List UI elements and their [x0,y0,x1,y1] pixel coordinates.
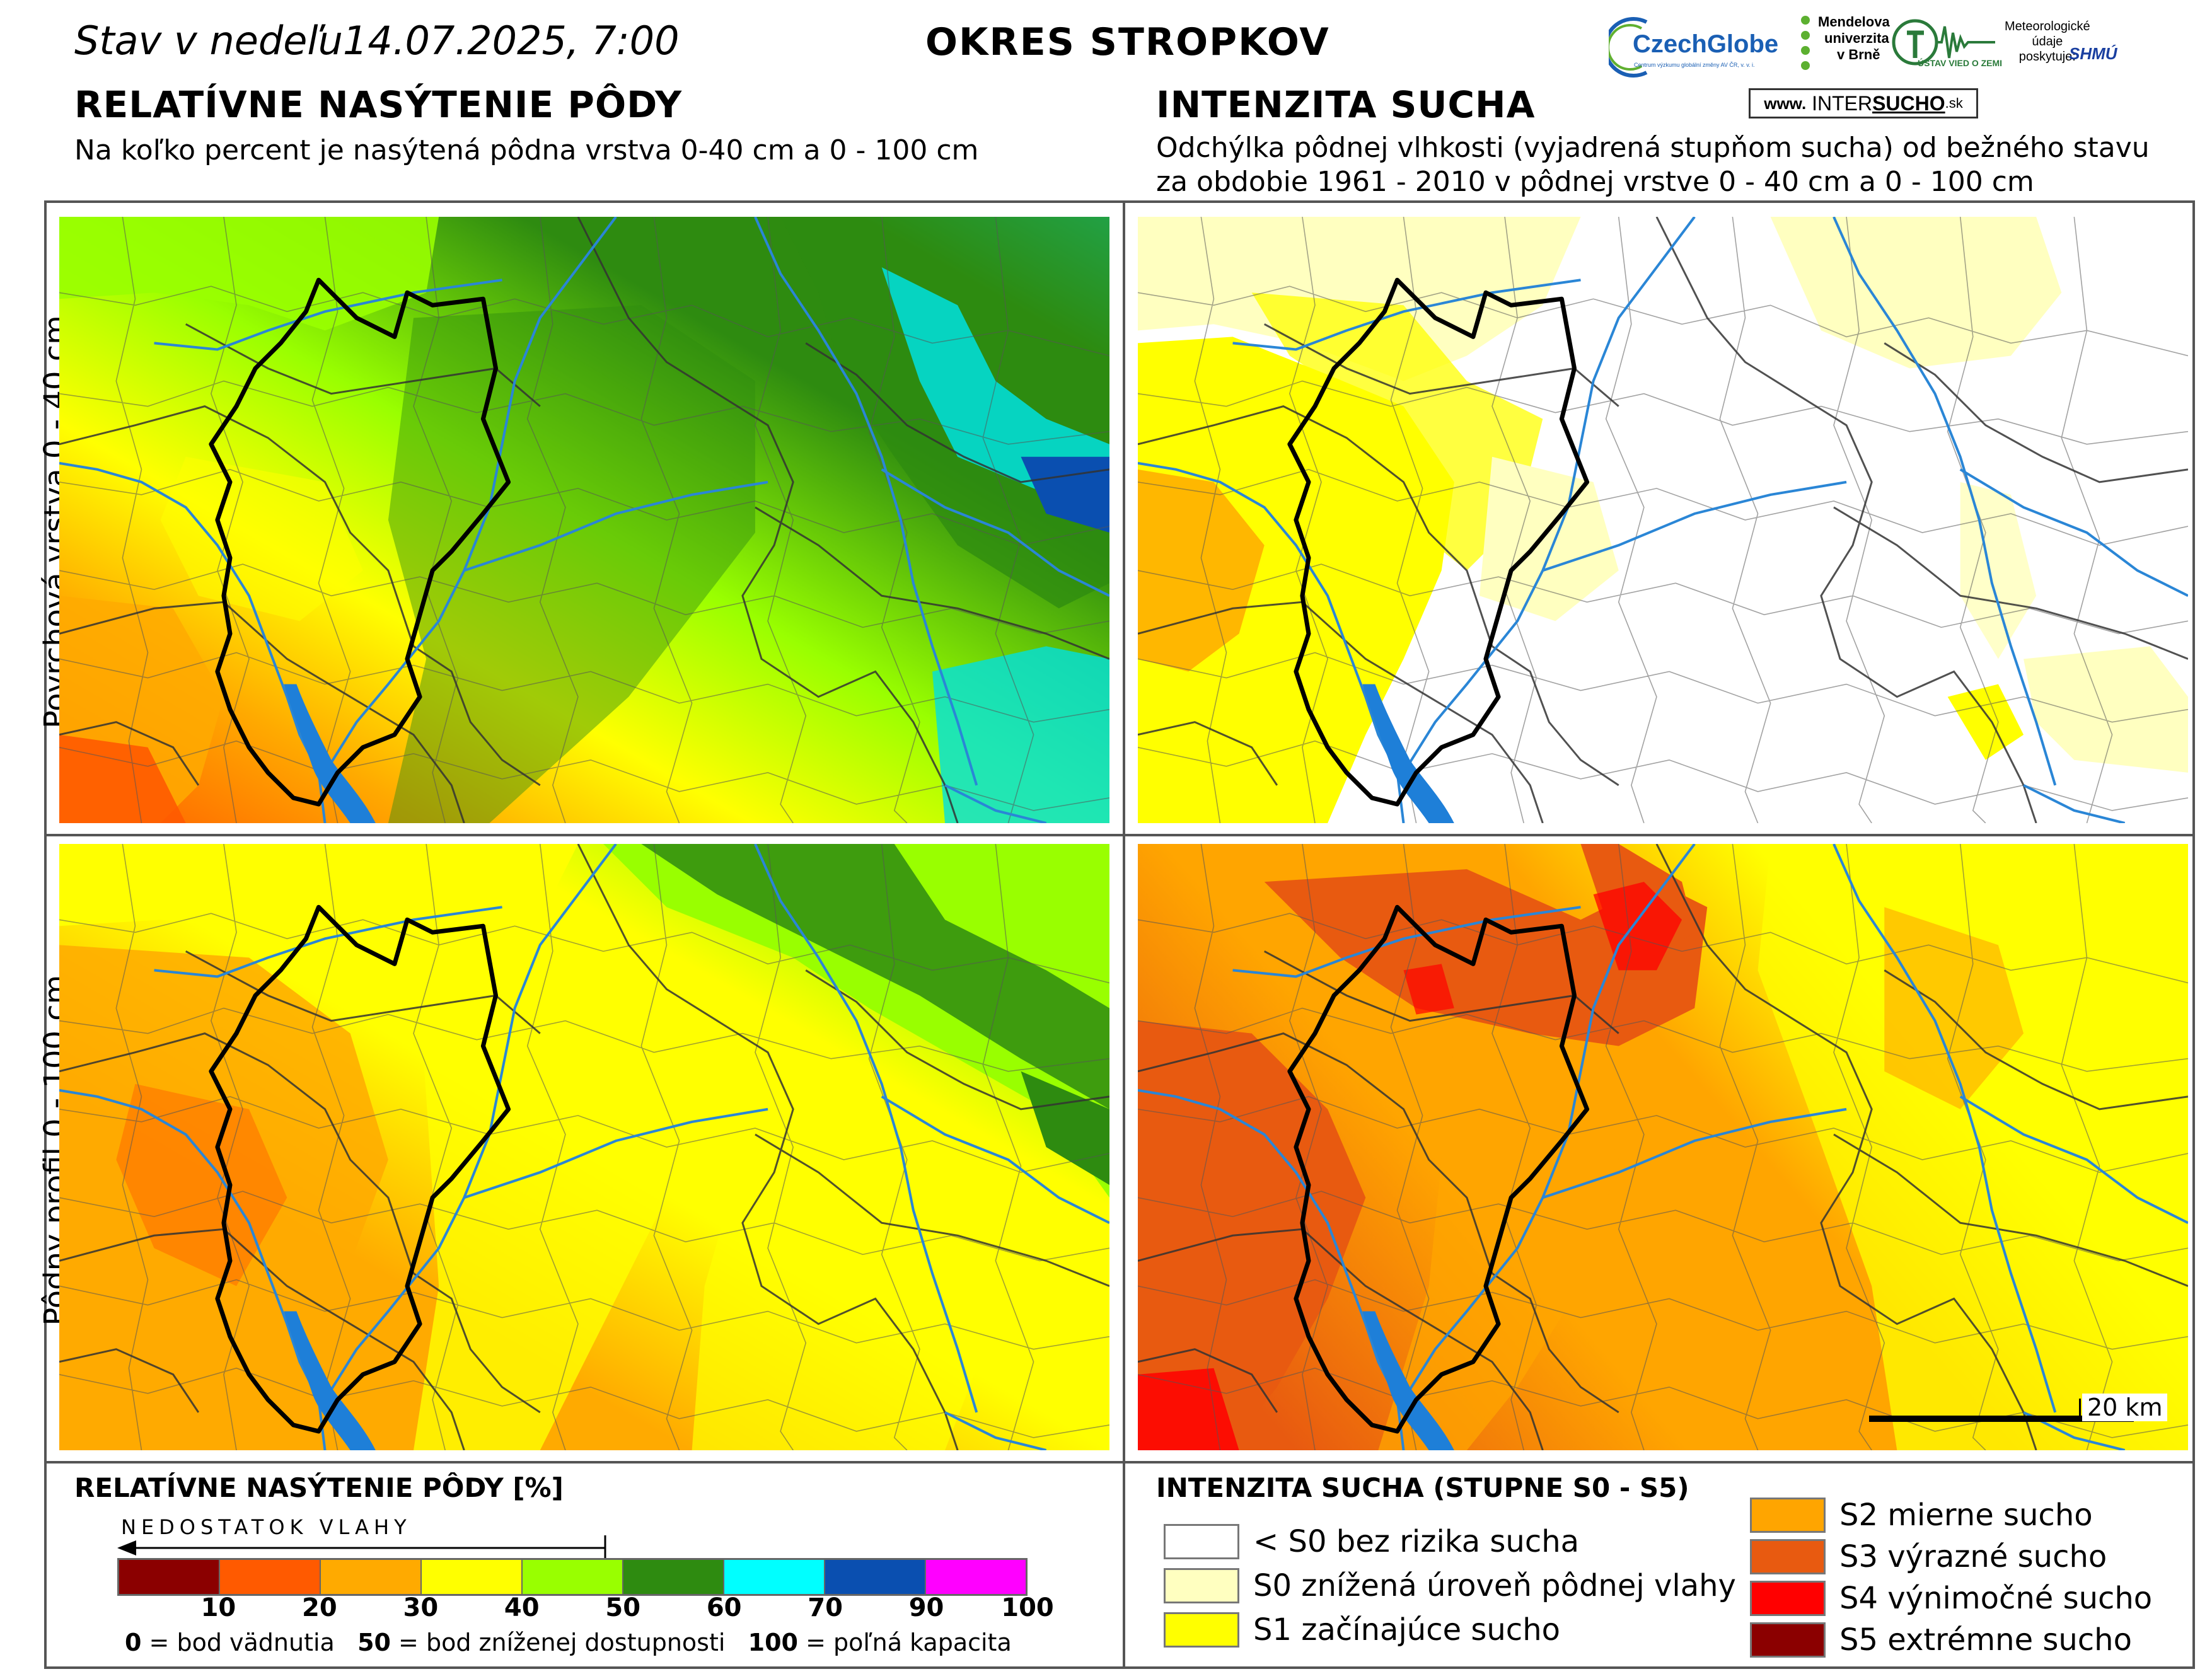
mendel-line-2: univerzita [1824,30,1889,46]
drought-section-subtitle-2: za obdobie 1961 - 2010 v pôdnej vrstve 0… [1156,166,2034,198]
intersucho-link[interactable]: www. INTER SUCHO .sk [1749,88,1978,118]
swatch-s1 [1164,1612,1239,1648]
saturation-tick-40: 40 [504,1593,540,1622]
saturation-section-subtitle: Na koľko percent je nasýtená pôdna vrstv… [74,134,979,166]
mendelu-logo: Mendelova univerzita v Brně [1798,14,1890,83]
scale-bar-label: 20 km [2082,1394,2168,1421]
legend-divider [44,1461,2195,1463]
map-saturation-profile[interactable] [59,844,1109,1450]
saturation-tick-labels: 10 20 30 40 50 60 70 90 100 [117,1593,1054,1625]
drought-class-s5: S5 extrémne sucho [1750,1622,2132,1658]
saturation-legend-title: RELATÍVNE NASÝTENIE PÔDY [%] [74,1472,564,1503]
saturation-tick-90: 90 [908,1593,944,1622]
label-s3: S3 výrazné sucho [1839,1539,2107,1574]
note-100-text: = poľná kapacita [798,1629,1012,1656]
map-drought-topsoil[interactable] [1138,217,2188,823]
mendel-line-3: v Brně [1837,47,1880,62]
saturation-section-title: RELATÍVNE NASÝTENIE PÔDY [74,83,683,126]
uvz-logo: ÚSTAV VIED O ZEMI [1891,14,2002,83]
shmu-logo: SHMÚ [2069,44,2117,63]
scale-bar-tick [2079,1399,2081,1420]
vertical-divider [1123,200,1125,1669]
saturation-bin-3 [321,1560,422,1594]
saturation-tick-70: 70 [808,1593,843,1622]
saturation-tick-10: 10 [200,1593,236,1622]
meteo-line-3: poskytuje: [2018,50,2076,64]
moisture-deficit-arrow [117,1535,606,1561]
scale-bar [1869,1416,2134,1422]
drought-class-s4: S4 výnimočné sucho [1750,1581,2152,1616]
label-s1: S1 začínajúce sucho [1253,1612,1560,1648]
label-s0: S0 znížená úroveň pôdnej vlahy [1253,1568,1736,1603]
saturation-tick-100: 100 [1001,1593,1054,1622]
drought-section-title: INTENZITA SUCHA [1156,83,1536,126]
saturation-tick-60: 60 [706,1593,742,1622]
swatch-s2 [1750,1498,1826,1533]
saturation-bin-5 [523,1560,623,1594]
saturation-bin-4 [422,1560,523,1594]
drought-class-s2: S2 mierne sucho [1750,1498,2093,1533]
note-50-num: 50 [357,1629,391,1656]
swatch-none [1164,1524,1239,1559]
czechglobe-sub: Centrum výzkumu globální změny AV ČR, v.… [1634,62,1755,68]
note-100-num: 100 [748,1629,798,1656]
drought-section-subtitle-1: Odchýlka pôdnej vlhkosti (vyjadrená stup… [1156,132,2150,164]
map-drought-profile[interactable]: 20 km [1138,844,2188,1450]
status-prefix: Stav v nedeľu [74,18,343,64]
drought-class-s3: S3 výrazné sucho [1750,1539,2107,1574]
saturation-tick-30: 30 [403,1593,439,1622]
saturation-notes: 0 = bod vädnutia 50 = bod zníženej dostu… [125,1629,1012,1656]
moisture-deficit-label: NEDOSTATOK VLAHY [121,1515,412,1539]
saturation-color-bar [117,1558,1028,1596]
status-date-line: Stav v nedeľu14.07.2025, 7:00 [74,18,680,64]
drought-class-s1: S1 začínajúce sucho [1164,1612,1560,1648]
swatch-s5 [1750,1622,1826,1658]
drought-class-none: < S0 bez rizika sucha [1164,1524,1579,1559]
mendel-line-1: Mendelova [1818,14,1890,30]
swatch-s3 [1750,1539,1826,1574]
label-s5: S5 extrémne sucho [1839,1622,2132,1658]
saturation-bin-6 [623,1560,724,1594]
district-title: OKRES STROPKOV [925,20,1330,64]
saturation-tick-50: 50 [605,1593,641,1622]
meteo-line-1: Meteorologické [2005,20,2090,33]
note-50-text: = bod zníženej dostupnosti [390,1629,726,1656]
drought-legend-title: INTENZITA SUCHA (STUPNE S0 - S5) [1156,1472,1689,1503]
note-0-num: 0 [125,1629,142,1656]
saturation-bin-1 [119,1560,220,1594]
note-0-text: = bod vädnutia [141,1629,335,1656]
saturation-bin-8 [825,1560,926,1594]
czechglobe-text: CzechGlobe [1633,30,1779,58]
label-s4: S4 výnimočné sucho [1839,1581,2153,1616]
swatch-s4 [1750,1581,1826,1616]
czechglobe-logo: CzechGlobe Centrum výzkumu globální změn… [1603,13,1798,82]
label-none: < S0 bez rizika sucha [1253,1524,1580,1559]
horizontal-divider [44,834,2195,836]
drought-class-s0: S0 znížená úroveň pôdnej vlahy [1164,1568,1736,1603]
label-s2: S2 mierne sucho [1839,1498,2093,1533]
saturation-bin-2 [220,1560,321,1594]
swatch-s0 [1164,1568,1239,1603]
map-saturation-topsoil[interactable] [59,217,1109,823]
status-date: 14.07.2025, 7:00 [342,18,680,64]
uvz-text: ÚSTAV VIED O ZEMI [1918,58,2003,68]
saturation-bin-9 [926,1560,1026,1594]
saturation-tick-20: 20 [302,1593,337,1622]
meteo-line-2: údaje [2032,35,2063,49]
meteo-provider: Meteorologické údaje poskytuje: [2005,19,2090,64]
saturation-bin-7 [724,1560,825,1594]
